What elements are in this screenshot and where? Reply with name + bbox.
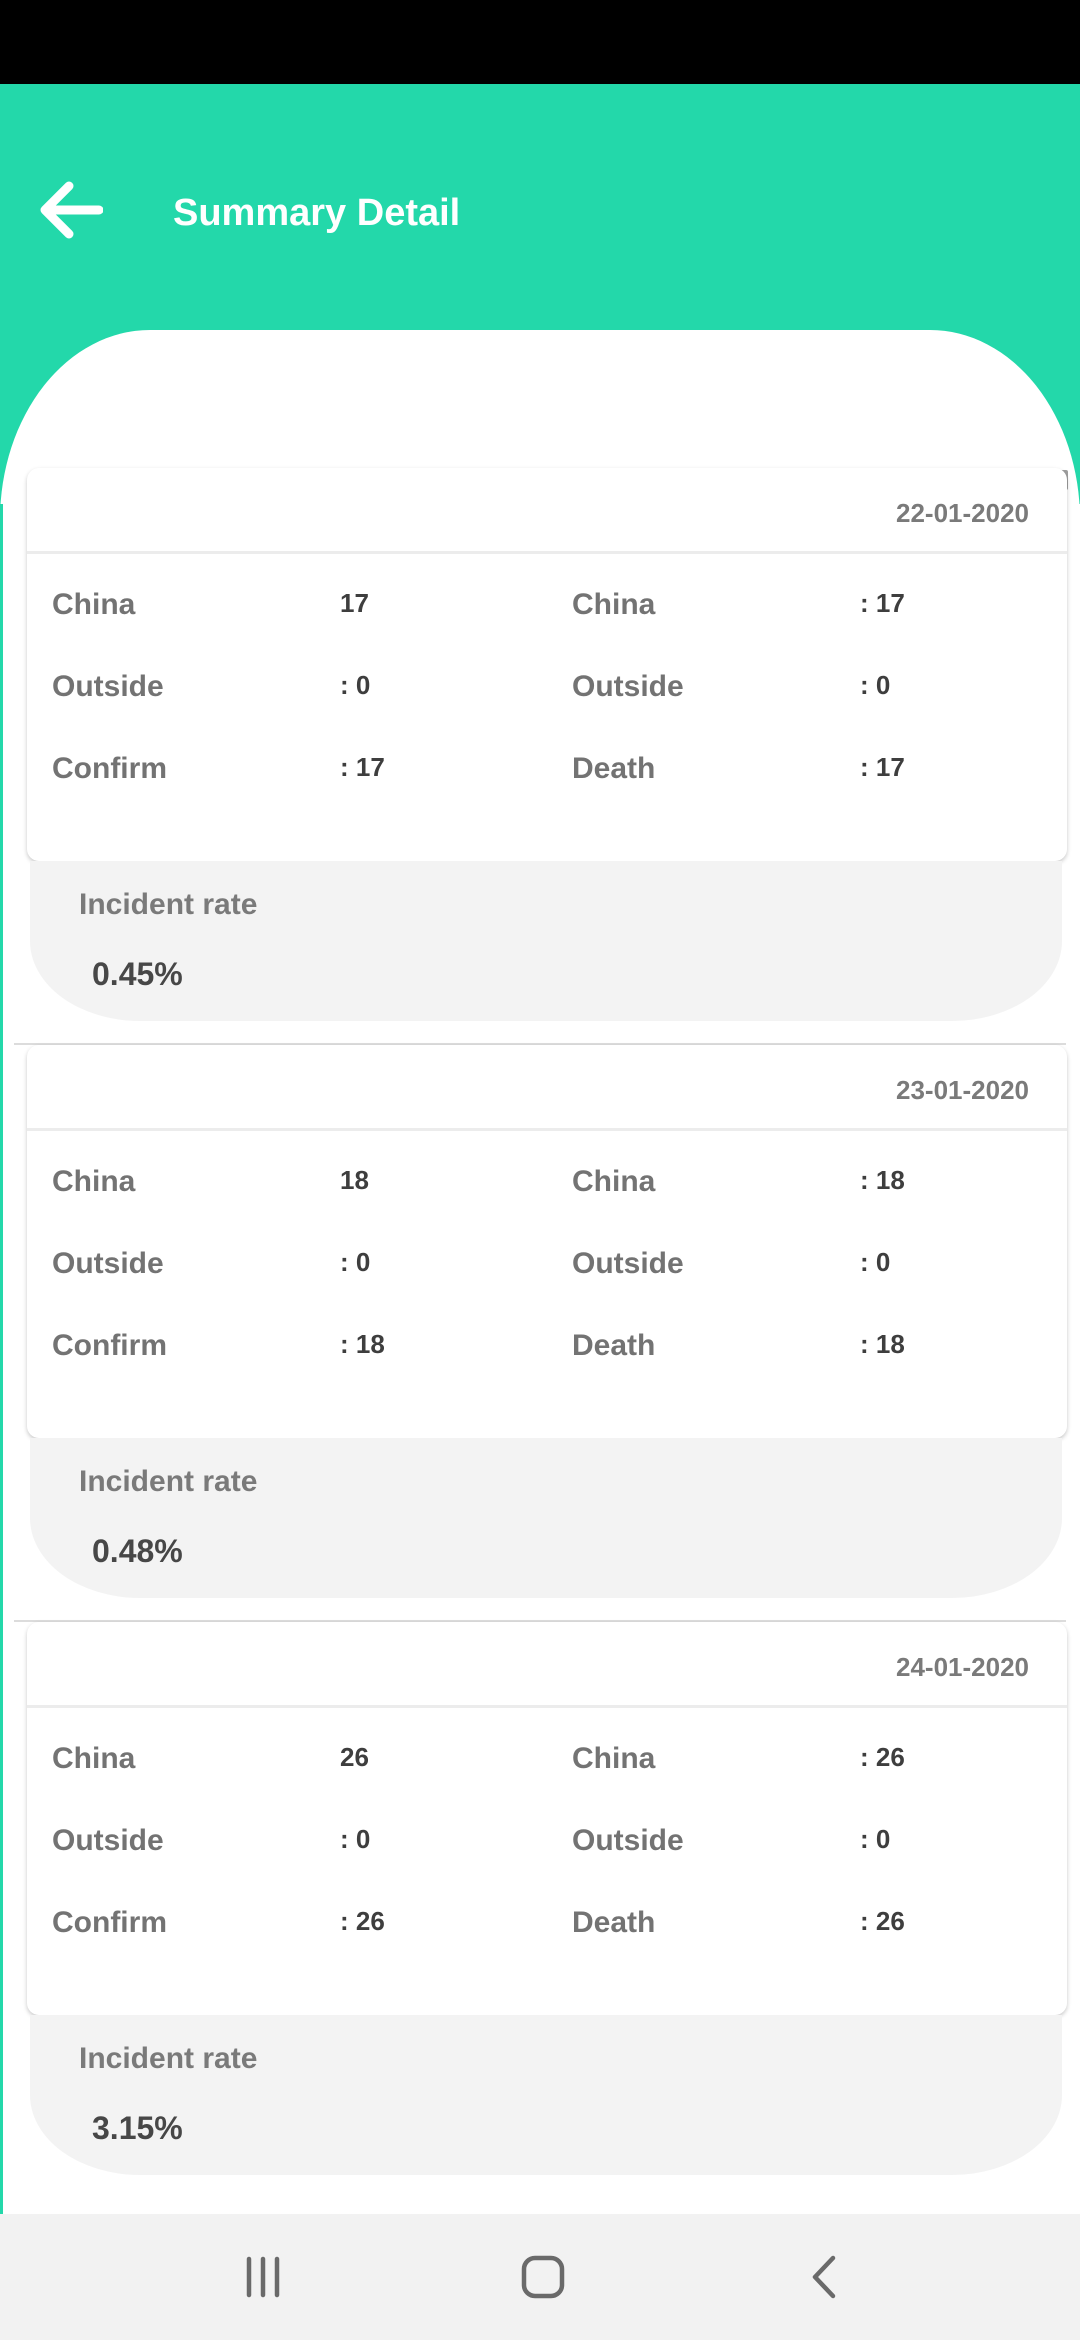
china-value: 18 <box>340 1165 369 1195</box>
incident-rate-label: Incident rate <box>79 1465 258 1498</box>
incident-rate-panel: Incident rate 0.45% <box>30 861 1062 1021</box>
death-label: Death <box>572 1906 656 1939</box>
system-nav-bar <box>0 2214 1080 2340</box>
record-date: 24-01-2020 <box>896 1652 1029 1682</box>
card-divider <box>27 1705 1067 1708</box>
card-divider <box>27 551 1067 554</box>
confirm-value: : 17 <box>340 752 385 782</box>
outside-value: : 0 <box>340 1824 371 1854</box>
china-label: China <box>572 1165 656 1198</box>
back-chevron-icon <box>812 2255 836 2299</box>
china-label: China <box>572 588 656 621</box>
confirm-label: Confirm <box>52 1906 167 1939</box>
sheet-edge <box>0 504 3 2214</box>
china-value: 26 <box>340 1742 369 1772</box>
death-label: Death <box>572 1329 656 1362</box>
record-separator <box>14 1620 1066 1622</box>
incident-rate-value: 0.48% <box>92 1533 183 1569</box>
outside-value: : 0 <box>340 670 371 700</box>
china-value: : 18 <box>860 1165 905 1195</box>
china-value: 17 <box>340 588 369 618</box>
outside-label: Outside <box>572 1824 684 1857</box>
record-date: 23-01-2020 <box>896 1075 1029 1105</box>
china-label: China <box>52 588 136 621</box>
summary-record: 24-01-2020 China 26 Outside : 0 Confirm … <box>0 1622 1080 2199</box>
recent-apps-icon <box>246 2256 280 2298</box>
home-button[interactable] <box>493 2232 593 2322</box>
record-date: 22-01-2020 <box>896 498 1029 528</box>
record-separator <box>14 1043 1066 1045</box>
summary-record: 23-01-2020 China 18 Outside : 0 Confirm … <box>0 1045 1080 1622</box>
confirm-value: : 26 <box>340 1906 385 1936</box>
outside-label: Outside <box>52 1824 164 1857</box>
confirm-label: Confirm <box>52 1329 167 1362</box>
incident-rate-label: Incident rate <box>79 2042 258 2075</box>
outside-value: : 0 <box>860 670 891 700</box>
china-label: China <box>52 1742 136 1775</box>
incident-rate-panel: Incident rate 3.15% <box>30 2015 1062 2175</box>
outside-label: Outside <box>572 1247 684 1280</box>
death-value: : 17 <box>860 752 905 782</box>
china-value: : 26 <box>860 1742 905 1772</box>
incident-rate-panel: Incident rate 0.48% <box>30 1438 1062 1598</box>
recent-apps-button[interactable] <box>213 2232 313 2322</box>
china-label: China <box>52 1165 136 1198</box>
outside-label: Outside <box>52 670 164 703</box>
death-value: : 18 <box>860 1329 905 1359</box>
death-value: : 26 <box>860 1906 905 1936</box>
summary-list: 22-01-2020 China 17 Outside : 0 Confirm … <box>0 468 1080 2199</box>
summary-card[interactable]: 24-01-2020 China 26 Outside : 0 Confirm … <box>27 1622 1067 2015</box>
outside-label: Outside <box>52 1247 164 1280</box>
death-label: Death <box>572 752 656 785</box>
china-value: : 17 <box>860 588 905 618</box>
incident-rate-value: 3.15% <box>92 2110 183 2146</box>
outside-value: : 0 <box>340 1247 371 1277</box>
summary-card[interactable]: 23-01-2020 China 18 Outside : 0 Confirm … <box>27 1045 1067 1438</box>
nav-back-button[interactable] <box>775 2232 875 2322</box>
confirm-label: Confirm <box>52 752 167 785</box>
arrow-left-icon <box>40 181 103 239</box>
outside-value: : 0 <box>860 1824 891 1854</box>
card-divider <box>27 1128 1067 1131</box>
confirm-value: : 18 <box>340 1329 385 1359</box>
outside-label: Outside <box>572 670 684 703</box>
status-bar <box>0 0 1080 84</box>
summary-record: 22-01-2020 China 17 Outside : 0 Confirm … <box>0 468 1080 1045</box>
summary-card[interactable]: 22-01-2020 China 17 Outside : 0 Confirm … <box>27 468 1067 861</box>
home-icon <box>521 2255 565 2299</box>
outside-value: : 0 <box>860 1247 891 1277</box>
china-label: China <box>572 1742 656 1775</box>
incident-rate-label: Incident rate <box>79 888 258 921</box>
page-title: Summary Detail <box>173 192 461 234</box>
back-button[interactable] <box>20 170 120 250</box>
incident-rate-value: 0.45% <box>92 956 183 992</box>
